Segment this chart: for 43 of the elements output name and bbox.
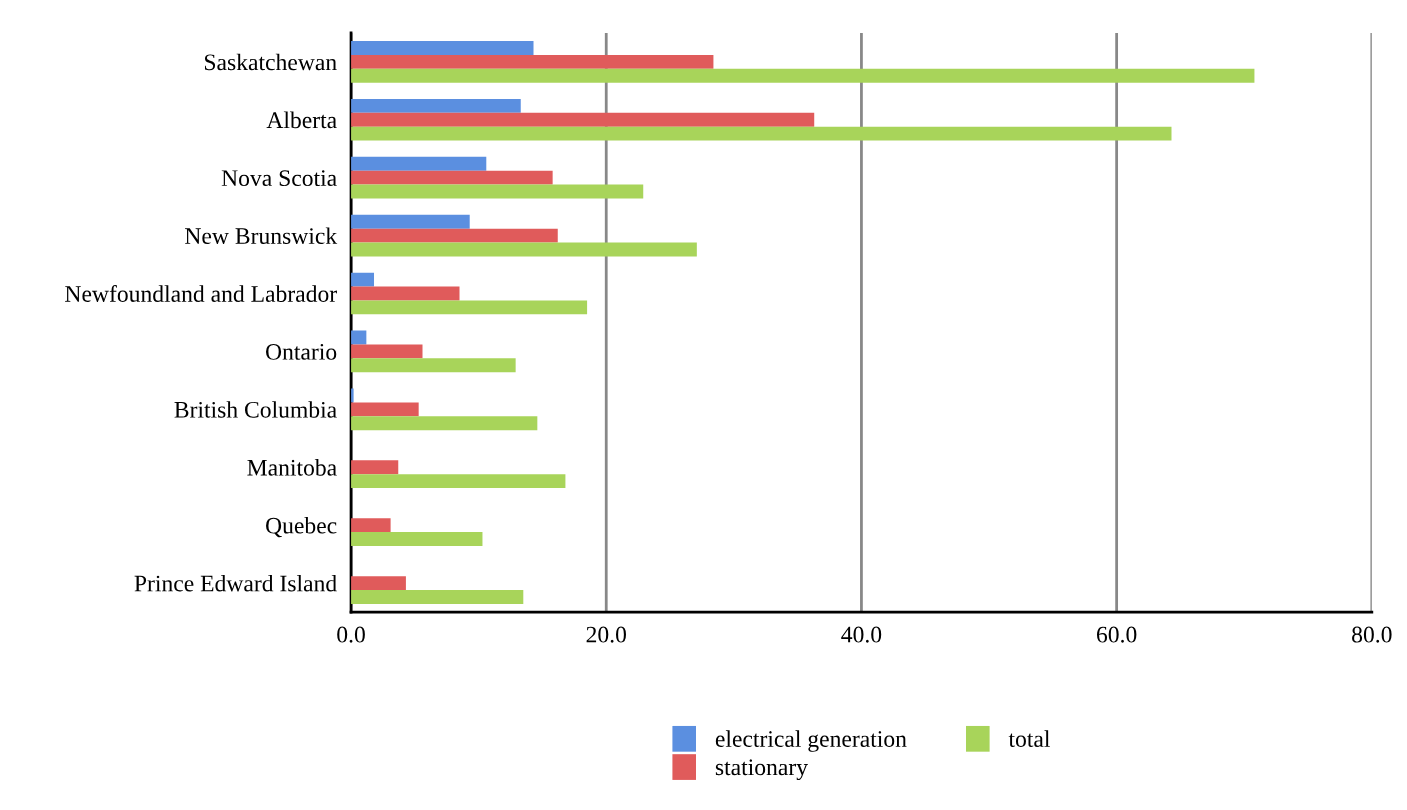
bar [351,68,1255,83]
bar [351,344,423,359]
bar [351,242,697,257]
x-tick-label: 40.0 [841,626,882,643]
bar [351,460,399,475]
bar [351,474,566,489]
bar [351,54,714,69]
y-tick-label: British Columbia [174,401,337,418]
bar [351,358,516,373]
bar [351,286,460,301]
y-tick-label: Alberta [266,111,337,129]
legend-label: electrical generation [715,730,907,752]
bar [351,228,558,243]
x-tick-label: 60.0 [1096,626,1137,643]
y-tick-label: Ontario [266,343,337,360]
bar [351,416,538,431]
bar [351,214,470,229]
bar [351,300,588,315]
x-tick-label: 80.0 [1352,626,1392,643]
x-tick-label: 20.0 [586,626,626,643]
y-tick-label: Saskatchewan [204,53,337,71]
legend-label: total [1008,730,1050,747]
y-tick-label: Nova Scotia [221,170,337,187]
bar [351,156,487,171]
bar [351,40,534,55]
bar [351,590,524,604]
y-tick-label: Quebec [266,516,337,538]
bar [351,98,521,113]
bar [351,532,483,547]
y-tick-label: New Brunswick [185,227,338,245]
y-tick-label: Manitoba [247,459,337,476]
y-tick-label: Newfoundland and Labrador [65,285,337,302]
y-tick-label: Prince Edward Island [134,574,337,592]
legend-label: stationary [715,759,808,781]
x-tick-label: 0.0 [337,626,365,643]
bar [351,184,644,199]
bar [351,126,1172,141]
bar [351,402,419,417]
bar [351,272,375,287]
bar [351,518,391,533]
bar [351,576,406,591]
bar [351,170,553,185]
bar [351,112,815,127]
